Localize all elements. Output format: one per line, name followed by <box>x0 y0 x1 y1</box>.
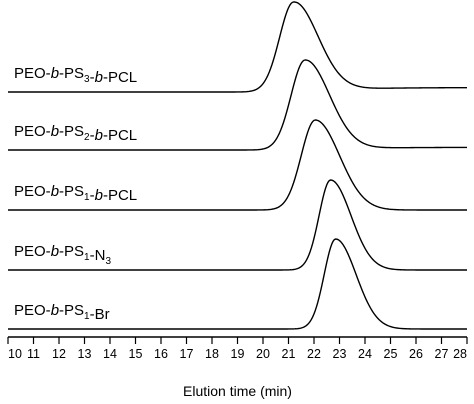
trace-2 <box>8 59 468 151</box>
x-axis-title: Elution time (min) <box>183 383 292 399</box>
x-tick-label: 19 <box>231 347 245 361</box>
x-tick-label: 24 <box>358 347 372 361</box>
x-tick-label: 15 <box>129 347 143 361</box>
x-tick-label: 16 <box>154 347 168 361</box>
trace-4 <box>8 179 467 271</box>
x-axis: 10 11 12 13 14 15 16 17 18 19 20 21 22 23 24 25 26 27 28 <box>7 336 468 361</box>
series-label: PEO-b-PS1-N3 <box>14 243 111 267</box>
series-labels: PEO-b-PS3-b-PCL PEO-b-PS2-b-PCL PEO-b-PS1-… <box>14 65 137 323</box>
x-tick-label: 14 <box>103 347 117 361</box>
x-tick-label: 13 <box>78 347 92 361</box>
x-tick-label: 17 <box>180 347 194 361</box>
x-tick-label: 23 <box>333 347 347 361</box>
x-tick-label: 25 <box>384 347 398 361</box>
series-label: PEO-b-PS2-b-PCL <box>14 123 137 144</box>
x-tick-label: 28 <box>453 347 467 361</box>
x-tick-label: 10 <box>8 347 22 361</box>
x-tick-label: 20 <box>256 347 270 361</box>
series-label: PEO-b-PS1-Br <box>14 302 110 323</box>
x-tick-label: 22 <box>307 347 321 361</box>
x-ticks <box>7 337 468 344</box>
x-tick-label: 18 <box>205 347 219 361</box>
x-tick-label: 21 <box>282 347 296 361</box>
x-tick-label: 27 <box>435 347 449 361</box>
x-tick-label: 26 <box>409 347 423 361</box>
trace-5 <box>8 238 467 330</box>
x-tick-labels: 10 11 12 13 14 15 16 17 18 19 20 21 22 23 24 25 26 27 28 <box>8 347 467 361</box>
trace-1 <box>8 1 467 93</box>
x-tick-label: 11 <box>27 347 40 361</box>
x-tick-label: 12 <box>52 347 66 361</box>
series-label: PEO-b-PS1-b-PCL <box>14 183 137 204</box>
series-label: PEO-b-PS3-b-PCL <box>14 65 137 86</box>
traces <box>8 1 468 330</box>
trace-3 <box>8 119 467 211</box>
